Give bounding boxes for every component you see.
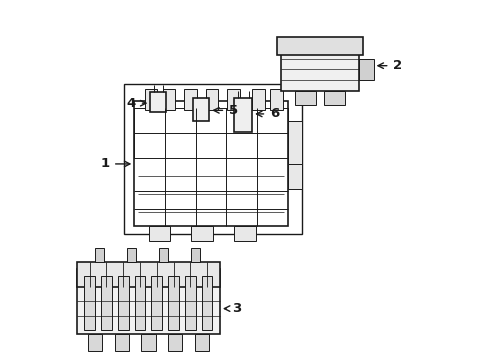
- Bar: [163, 89, 175, 110]
- Bar: [134, 102, 288, 226]
- Bar: [234, 226, 256, 241]
- Bar: [135, 276, 146, 330]
- Bar: [145, 89, 157, 110]
- Bar: [151, 276, 162, 330]
- Bar: [277, 37, 363, 55]
- Bar: [359, 59, 373, 80]
- Bar: [148, 226, 170, 241]
- Bar: [288, 121, 302, 164]
- Text: 5: 5: [229, 104, 238, 117]
- Bar: [193, 98, 209, 121]
- Bar: [323, 91, 345, 105]
- Bar: [184, 89, 197, 110]
- Bar: [192, 226, 213, 241]
- Text: 2: 2: [393, 59, 402, 72]
- Bar: [77, 262, 220, 287]
- Bar: [77, 269, 220, 334]
- Bar: [88, 334, 102, 351]
- Bar: [134, 108, 288, 158]
- Bar: [192, 248, 200, 262]
- Bar: [101, 276, 112, 330]
- Bar: [185, 276, 196, 330]
- Text: 1: 1: [100, 157, 109, 170]
- Bar: [168, 276, 179, 330]
- Bar: [227, 89, 240, 110]
- Bar: [295, 91, 317, 105]
- Bar: [168, 334, 182, 351]
- Bar: [84, 276, 95, 330]
- Bar: [142, 334, 156, 351]
- Bar: [95, 248, 104, 262]
- Bar: [118, 276, 128, 330]
- Bar: [270, 89, 283, 110]
- Bar: [252, 89, 265, 110]
- Bar: [234, 98, 252, 132]
- Bar: [202, 276, 213, 330]
- Text: 4: 4: [127, 97, 136, 110]
- Bar: [150, 93, 167, 112]
- Bar: [159, 248, 168, 262]
- Bar: [288, 146, 302, 189]
- Bar: [123, 84, 302, 234]
- Bar: [206, 89, 218, 110]
- Bar: [195, 334, 209, 351]
- Bar: [127, 248, 136, 262]
- Bar: [115, 334, 129, 351]
- Text: 3: 3: [232, 302, 242, 315]
- Text: 6: 6: [270, 107, 279, 120]
- Bar: [281, 41, 359, 91]
